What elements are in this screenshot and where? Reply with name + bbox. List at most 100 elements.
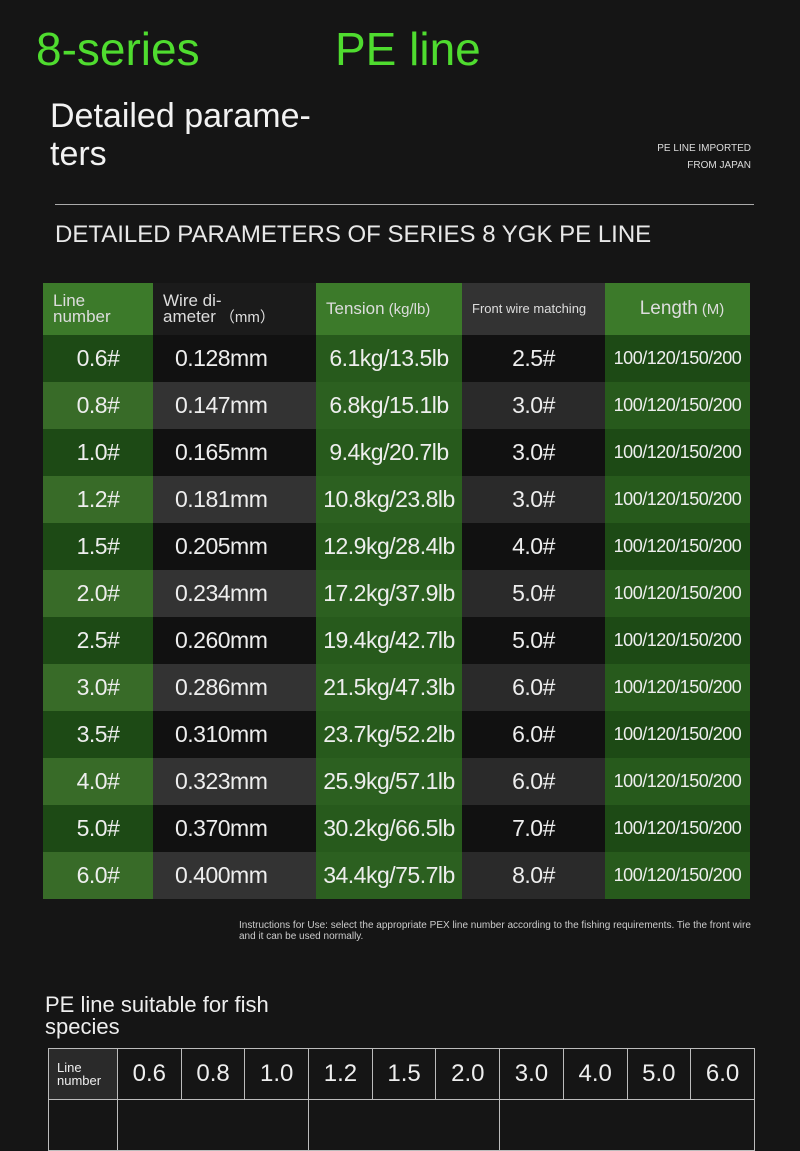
instructions: Instructions for Use: select the appropr… (239, 920, 751, 942)
header-unit: (kg/lb) (388, 300, 431, 318)
header-cell: Length (M) (605, 283, 750, 335)
row: 0.8# 0.147mm 6.8kg/15.1lb 3.0# 100/120/150/2… (43, 382, 750, 429)
heading: Detailed parame- ters (50, 97, 311, 173)
cell: 5.0# (462, 617, 605, 664)
cell: 1.0# (43, 429, 153, 476)
cell: 17.2kg/37.9lb (316, 570, 462, 617)
cell: 0.323mm (153, 758, 316, 805)
cell: 0.8# (43, 382, 153, 429)
cell: 100/120/150/200 (605, 664, 750, 711)
divider (55, 204, 754, 205)
row: 2.0# 0.234mm 17.2kg/37.9lb 5.0# 100/120/150/… (43, 570, 750, 617)
header-unit: （mm） (219, 308, 275, 326)
cell: 7.0# (462, 805, 605, 852)
cell (48, 1099, 118, 1151)
cell: 0.205mm (153, 523, 316, 570)
header-text: Front wire matching (472, 301, 587, 316)
fish-title: PE line suitable for fish species (45, 992, 269, 1039)
row: 2.5# 0.260mm 19.4kg/42.7lb 5.0# 100/120/150/… (43, 617, 750, 664)
cell: 5.0 (626, 1048, 692, 1100)
cell: 3.0# (43, 664, 153, 711)
cell: 30.2kg/66.5lb (316, 805, 462, 852)
cell: 0.165mm (153, 429, 316, 476)
cell: 23.7kg/52.2lb (316, 711, 462, 758)
header-unit: (M) (701, 300, 725, 318)
header-cell: Front wire matching (462, 283, 605, 335)
cell: 12.9kg/28.4lb (316, 523, 462, 570)
cell: 1.2 (308, 1048, 373, 1100)
cell: 6.0# (462, 711, 605, 758)
cell: 1.0 (244, 1048, 310, 1100)
row: 1.5# 0.205mm 12.9kg/28.4lb 4.0# 100/120/150/… (43, 523, 750, 570)
header-cell: Wire di- ameter （mm） (153, 283, 316, 335)
cell: 25.9kg/57.1lb (316, 758, 462, 805)
row-label: Line number (48, 1048, 118, 1100)
cell: 100/120/150/200 (605, 805, 750, 852)
cell: 8.0# (462, 852, 605, 899)
header-text: Tension (326, 298, 385, 318)
cell: 100/120/150/200 (605, 711, 750, 758)
cell: 100/120/150/200 (605, 570, 750, 617)
row: 1.2# 0.181mm 10.8kg/23.8lb 3.0# 100/120/150/… (43, 476, 750, 523)
cell: 0.6# (43, 335, 153, 382)
header-cell: Tension (kg/lb) (316, 283, 462, 335)
cell: 4.0# (43, 758, 153, 805)
cell: 100/120/150/200 (605, 476, 750, 523)
cell: 4.0 (562, 1048, 628, 1100)
cell: 5.0# (43, 805, 153, 852)
page: 8-series PE line Detailed parame- ters P… (36, 23, 755, 1151)
cell: 6.0# (462, 758, 605, 805)
subtitle: DETAILED PARAMETERS OF SERIES 8 YGK PE L… (55, 221, 652, 248)
cell: 2.0# (43, 570, 153, 617)
cell (116, 1099, 310, 1151)
cell: 100/120/150/200 (605, 523, 750, 570)
cell: 0.147mm (153, 382, 316, 429)
row: 0.6# 0.128mm 6.1kg/13.5lb 2.5# 100/120/150/2… (43, 335, 750, 382)
cell: 0.8 (180, 1048, 246, 1100)
cell: 100/120/150/200 (605, 758, 750, 805)
cell: 0.400mm (153, 852, 316, 899)
cell: 3.5# (43, 711, 153, 758)
fish-table: Line number 0.6 0.8 1.0 1.2 1.5 2.0 3.0 4.0 5.0 6.… (48, 1048, 755, 1151)
header-text: Length (639, 297, 698, 319)
cell: 6.1kg/13.5lb (316, 335, 462, 382)
cell: 0.128mm (153, 335, 316, 382)
side-note: PE LINE IMPORTED (657, 143, 751, 154)
cell: 0.234mm (153, 570, 316, 617)
cell: 1.2# (43, 476, 153, 523)
cell: 6.0# (462, 664, 605, 711)
cell: 10.8kg/23.8lb (316, 476, 462, 523)
cell: 100/120/150/200 (605, 852, 750, 899)
cell: 6.0# (43, 852, 153, 899)
cell: 100/120/150/200 (605, 617, 750, 664)
cell: 1.5# (43, 523, 153, 570)
params-table: Line number Wire di- ameter （mm） Tension (kg… (43, 283, 750, 899)
row: 6.0# 0.400mm 34.4kg/75.7lb 8.0# 100/120/150/… (43, 852, 750, 899)
cell: 4.0# (462, 523, 605, 570)
cell: 3.0# (462, 429, 605, 476)
row: 5.0# 0.370mm 30.2kg/66.5lb 7.0# 100/120/150/… (43, 805, 750, 852)
cell: 3.0# (462, 382, 605, 429)
cell: 100/120/150/200 (605, 335, 750, 382)
cell: 9.4kg/20.7lb (316, 429, 462, 476)
cell: 0.181mm (153, 476, 316, 523)
cell: 0.286mm (153, 664, 316, 711)
cell: 0.6 (117, 1048, 182, 1100)
cell: 2.5# (462, 335, 605, 382)
cell: 6.8kg/15.1lb (316, 382, 462, 429)
side-note: FROM JAPAN (687, 160, 751, 171)
cell (499, 1099, 755, 1151)
cell: 100/120/150/200 (605, 382, 750, 429)
cell: 100/120/150/200 (605, 429, 750, 476)
row: 1.0# 0.165mm 9.4kg/20.7lb 3.0# 100/120/150/2… (43, 429, 750, 476)
header-text: Line number (53, 291, 111, 326)
cell: 0.260mm (153, 617, 316, 664)
header-text: Wire di- ameter (163, 290, 222, 326)
header-cell: Line number (43, 283, 153, 335)
cell: 3.0# (462, 476, 605, 523)
cell: 0.310mm (153, 711, 316, 758)
cell: 2.0 (435, 1048, 501, 1100)
cell: 3.0 (499, 1048, 564, 1100)
cell: 6.0 (690, 1048, 755, 1100)
cell: 21.5kg/47.3lb (316, 664, 462, 711)
